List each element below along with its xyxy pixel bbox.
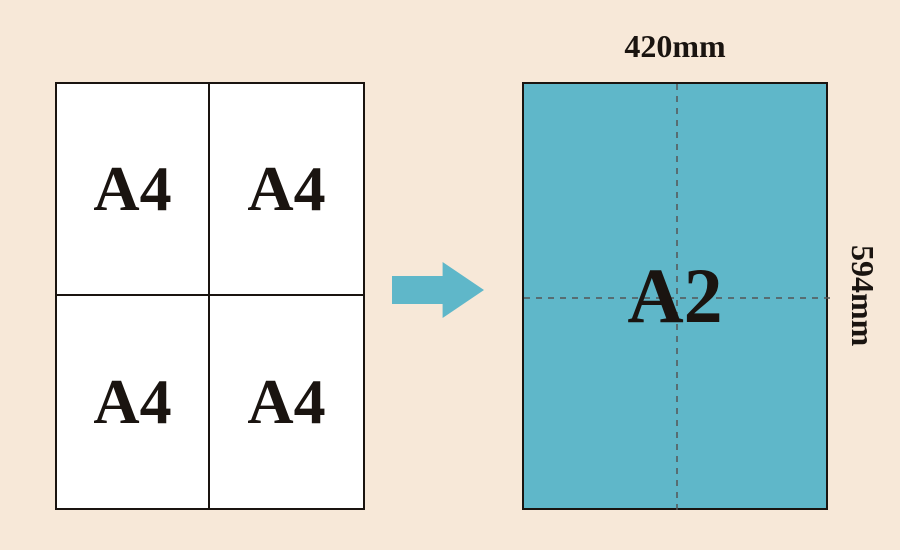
a4-cell-br: A4 (210, 296, 363, 508)
a4-grid: A4 A4 A4 A4 (55, 82, 365, 510)
a2-block: A2 (522, 82, 828, 510)
a4-cell-tl: A4 (57, 84, 210, 296)
a4-label: A4 (247, 370, 325, 434)
a4-cell-bl: A4 (57, 296, 210, 508)
a2-label: A2 (627, 257, 722, 335)
a4-label: A4 (247, 157, 325, 221)
a4-label: A4 (93, 370, 171, 434)
a4-label: A4 (93, 157, 171, 221)
a4-cell-tr: A4 (210, 84, 363, 296)
height-label: 594mm (844, 82, 881, 510)
arrow-icon (392, 262, 484, 318)
width-label: 420mm (522, 28, 828, 65)
